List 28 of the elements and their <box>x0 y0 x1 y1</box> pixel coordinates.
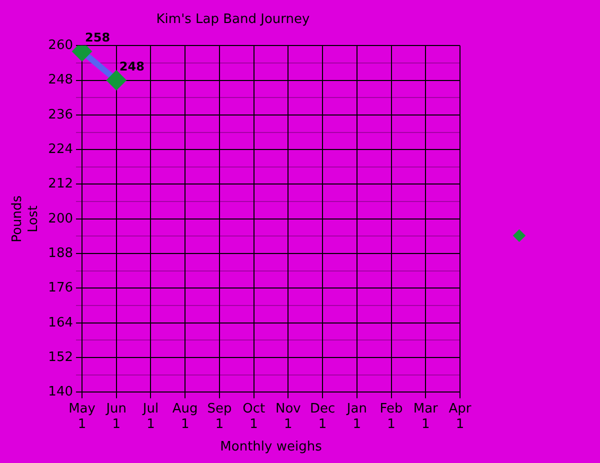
x-tick-label: Feb 1 <box>380 401 403 432</box>
x-tick-label: Jun 1 <box>105 401 127 432</box>
y-tick-label: 224 <box>48 142 74 157</box>
x-tick-label: Sep 1 <box>207 401 232 432</box>
x-axis-title: Monthly weighs <box>220 440 322 455</box>
x-tick-label: Oct 1 <box>242 401 266 432</box>
y-tick-label: 188 <box>48 246 74 261</box>
y-tick-label: 248 <box>48 72 74 88</box>
y-tick-label: 176 <box>48 280 74 296</box>
x-tick-label: Jan 1 <box>346 401 367 432</box>
y-axis-title: Pounds Lost <box>10 195 41 242</box>
x-tick-label: Apr 1 <box>448 401 472 432</box>
x-tick-label: Aug 1 <box>172 401 198 432</box>
x-tick-label: Dec 1 <box>310 401 336 432</box>
data-label: 248 <box>119 59 144 74</box>
x-tick-label: Mar 1 <box>413 401 439 432</box>
y-tick-label: 140 <box>48 384 74 400</box>
chart-title: Kim's Lap Band Journey <box>156 12 310 28</box>
y-tick-label: 260 <box>48 38 74 53</box>
y-tick-label: 200 <box>48 211 74 226</box>
data-label: 258 <box>85 30 110 44</box>
y-tick-label: 164 <box>48 315 74 330</box>
y-tick-label: 152 <box>48 350 74 365</box>
x-tick-label: Nov 1 <box>276 401 302 432</box>
x-tick-label: Jul 1 <box>142 401 159 432</box>
x-tick-label: May 1 <box>68 401 96 432</box>
y-tick-label: 212 <box>48 176 74 192</box>
y-tick-label: 236 <box>48 107 74 122</box>
